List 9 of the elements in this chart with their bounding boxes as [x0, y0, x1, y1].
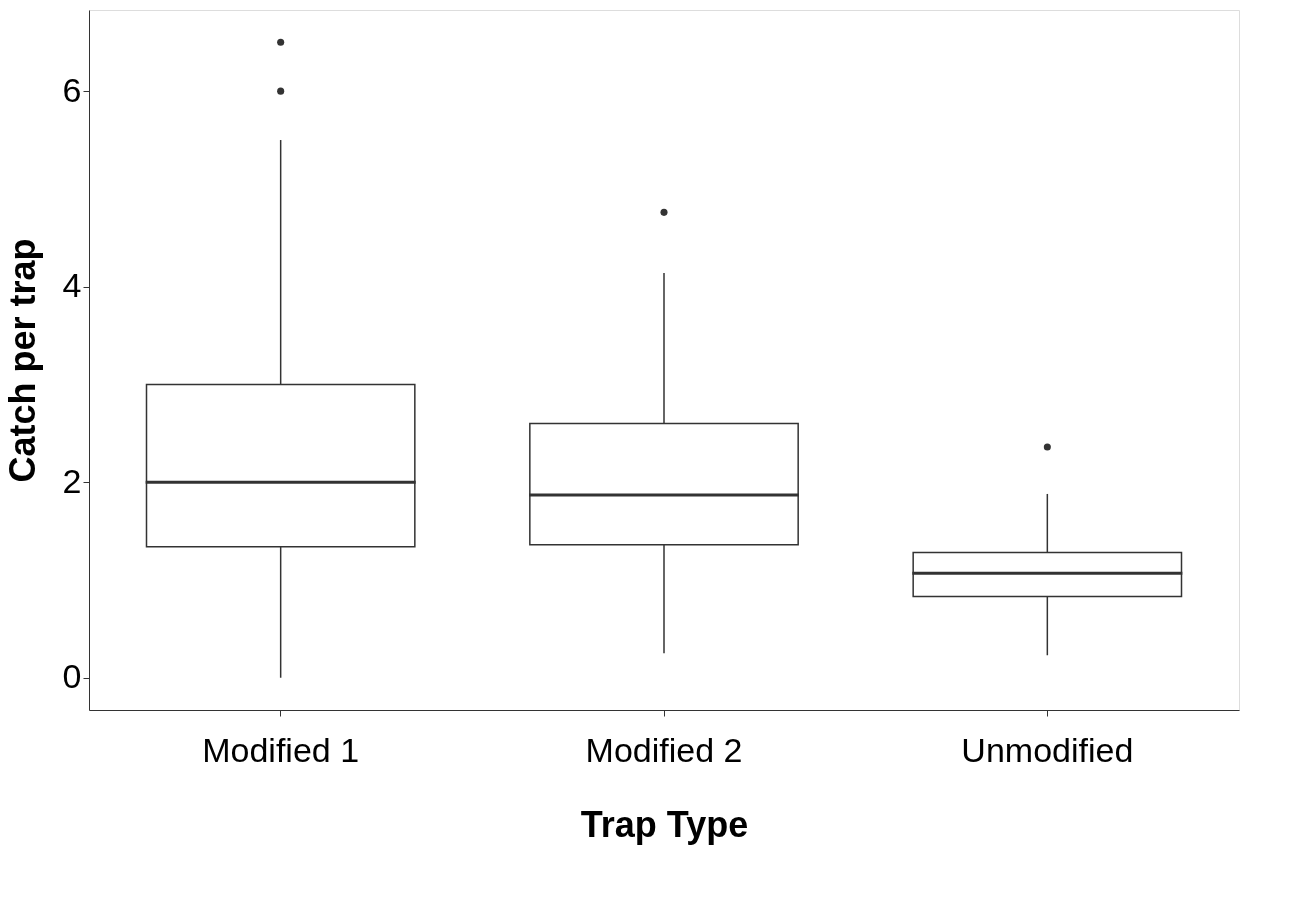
x-tick-label: Modified 2: [585, 730, 743, 769]
y-tick-label: 6: [62, 70, 82, 109]
x-axis-title: Trap Type: [580, 803, 749, 845]
y-axis-title: Catch per trap: [1, 238, 43, 483]
x-tick-label: Unmodified: [961, 730, 1134, 769]
x-tick-label: Modified 1: [202, 730, 360, 769]
y-tick-label: 0: [62, 657, 82, 696]
y-tick-label: 4: [62, 266, 82, 305]
y-tick-label: 2: [62, 461, 82, 500]
